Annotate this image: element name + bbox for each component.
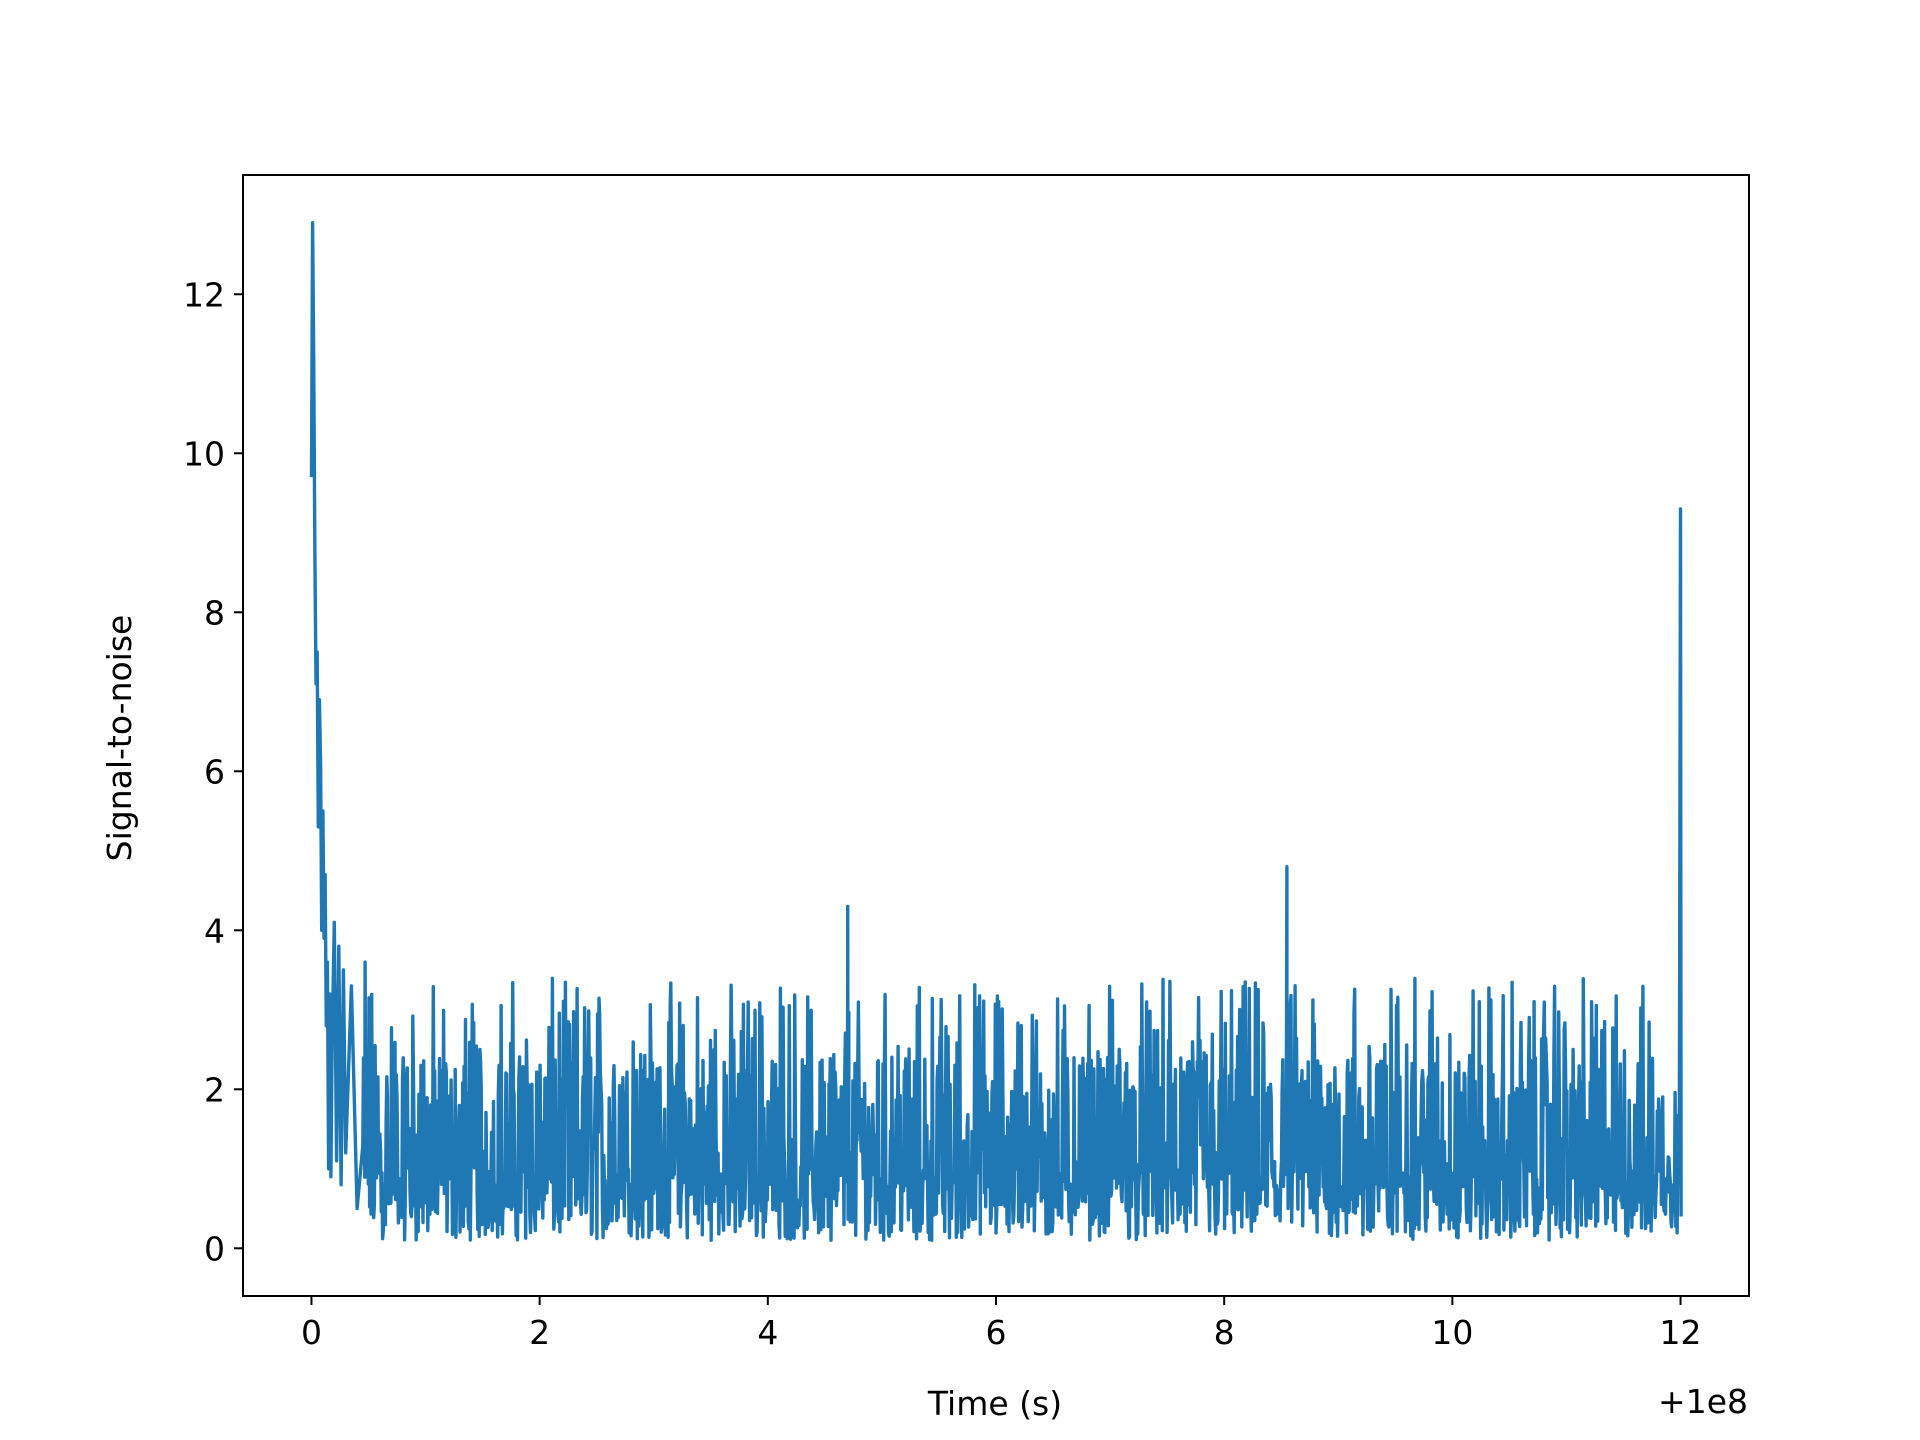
- x-tick-label: 10: [1431, 1313, 1473, 1352]
- series-line-layer: [309, 221, 1683, 1242]
- x-axis-ticks: 0 2 4 6 8 10 12: [301, 1296, 1702, 1352]
- y-axis-ticks: 0 2 4 6 8 10 12: [183, 275, 243, 1268]
- y-tick-label: 2: [204, 1070, 225, 1109]
- x-axis-offset-label: +1e8: [1658, 1382, 1748, 1421]
- y-tick-label: 10: [183, 434, 225, 473]
- series-line: [309, 221, 1683, 1242]
- y-tick-label: 6: [204, 752, 225, 791]
- x-axis-label: Time (s): [927, 1384, 1062, 1423]
- x-tick-label: 0: [301, 1313, 322, 1352]
- x-tick-label: 4: [757, 1313, 778, 1352]
- y-axis-label: Signal-to-noise: [100, 615, 139, 862]
- x-tick-label: 8: [1214, 1313, 1235, 1352]
- x-tick-label: 2: [529, 1313, 550, 1352]
- x-tick-label: 12: [1660, 1313, 1702, 1352]
- x-tick-label: 6: [986, 1313, 1007, 1352]
- y-tick-label: 12: [183, 275, 225, 314]
- y-tick-label: 4: [204, 911, 225, 950]
- y-tick-label: 8: [204, 593, 225, 632]
- y-tick-label: 0: [204, 1229, 225, 1268]
